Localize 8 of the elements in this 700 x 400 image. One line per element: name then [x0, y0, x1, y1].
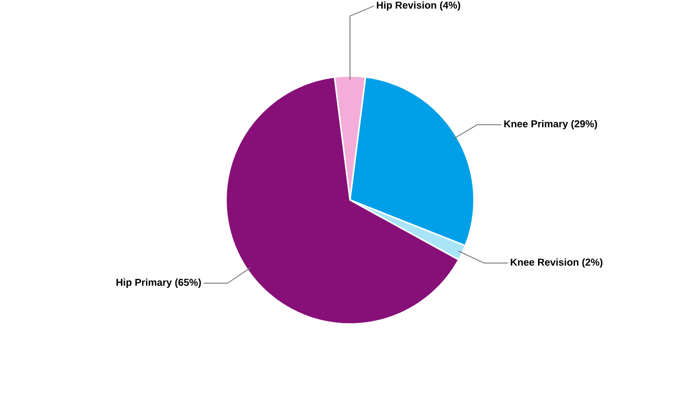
data-label: (2%): [582, 258, 602, 268]
slice-label: Hip Revision: [376, 1, 436, 11]
slice-label: Knee Revision: [510, 258, 578, 266]
data-label: (29%): [571, 120, 598, 130]
slice-label: Knee Primary: [504, 120, 568, 130]
slice-label: Hip Primary: [116, 278, 172, 288]
data-label: (65%): [175, 278, 201, 288]
data-label: (4%): [440, 1, 460, 11]
